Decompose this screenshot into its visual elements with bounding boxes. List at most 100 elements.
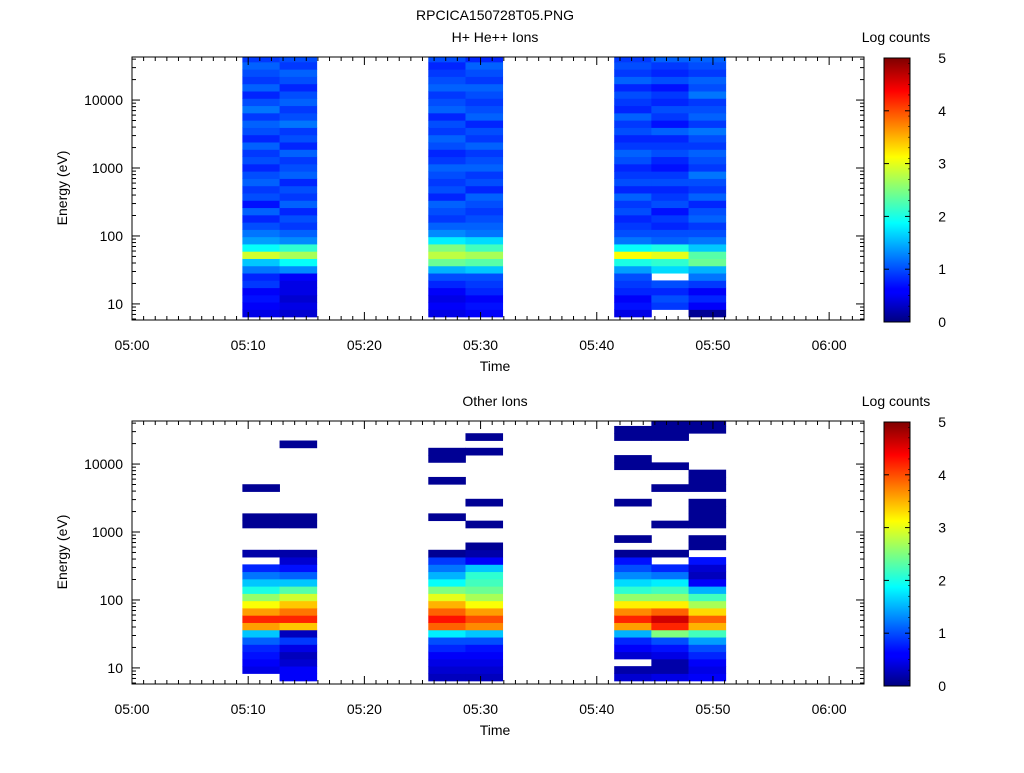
spectrogram-cell	[279, 287, 318, 296]
spectrogram-cell	[279, 593, 318, 602]
spectrogram-cell	[242, 229, 280, 238]
spectrogram-cell	[242, 193, 280, 201]
spectrogram-cell	[614, 127, 652, 136]
spectrogram-cell	[465, 309, 504, 318]
spectrogram-cell	[465, 236, 504, 245]
spectrogram-cell	[614, 178, 652, 187]
spectrogram-cell	[651, 91, 689, 99]
spectrogram-cell	[688, 156, 727, 165]
spectrogram-cell	[279, 193, 318, 201]
spectrogram-cell	[688, 193, 727, 201]
spectrogram-cell	[614, 76, 652, 85]
spectrogram-cell	[428, 69, 466, 77]
spectrogram-cell	[651, 637, 689, 645]
spectrogram-cell	[428, 127, 466, 136]
y-tick-label: 1000	[92, 524, 123, 540]
spectrogram-cell	[614, 586, 652, 594]
colorbar-label: Log counts	[862, 29, 931, 45]
panel-other-ions: Other Ions 05:00 05:10 05:20 05:30 05:40 05:5…	[54, 393, 946, 738]
spectrogram-cell	[242, 666, 280, 674]
spectrogram-cell	[614, 265, 652, 274]
spectrogram-cell	[242, 302, 280, 310]
spectrogram-cell	[242, 294, 280, 303]
spectrogram-cell	[428, 476, 466, 485]
spectrogram-cell	[465, 163, 504, 172]
spectrogram-cell	[279, 229, 318, 238]
spectrogram-cell	[614, 309, 652, 318]
spectrogram-cell	[651, 287, 689, 296]
x-axis: 05:00 05:10 05:20 05:30 05:40 05:50 06:00	[114, 421, 865, 717]
x-tick-label: 05:50	[695, 701, 730, 717]
spectrogram-cell	[651, 134, 689, 143]
spectrogram-cell	[688, 506, 727, 514]
colorbar-tick-label: 3	[938, 156, 946, 172]
spectrogram-cell	[428, 280, 466, 289]
colorbar-label: Log counts	[862, 393, 931, 409]
spectrogram-cell	[465, 200, 504, 209]
colorbar-tick-label: 3	[938, 520, 946, 536]
spectrogram-cell	[428, 622, 466, 631]
spectrogram-cell	[688, 421, 727, 427]
spectrogram-cell	[428, 637, 466, 645]
spectrogram-cell	[465, 91, 504, 99]
spectrogram-cell	[651, 629, 689, 638]
spectrogram-cell	[279, 69, 318, 77]
spectrogram-cell	[614, 637, 652, 645]
spectrogram-cell	[428, 309, 466, 318]
figure-title: RPCICA150728T05.PNG	[416, 7, 574, 23]
spectrogram-cell	[465, 76, 504, 85]
spectrogram-cell	[465, 83, 504, 92]
spectrogram-cell	[242, 134, 280, 143]
spectrogram-cell	[279, 294, 318, 303]
spectrogram-cell	[614, 251, 652, 259]
spectrogram-cell	[279, 244, 318, 252]
x-tick-label: 05:40	[579, 337, 614, 353]
spectrogram-cell	[651, 69, 689, 77]
spectrogram-cell	[465, 251, 504, 259]
spectrogram-cell	[242, 76, 280, 85]
y-tick-label: 10000	[84, 456, 123, 472]
spectrogram-cell	[651, 76, 689, 85]
spectrogram-cell	[465, 593, 504, 602]
spectrogram-cell	[428, 214, 466, 223]
spectrogram-cell	[279, 608, 318, 616]
spectrogram-cell	[614, 651, 652, 660]
panel-title: H+ He++ Ions	[452, 29, 539, 45]
spectrogram-cell	[279, 564, 318, 573]
spectrogram-cell	[651, 600, 689, 609]
spectrogram-cell	[428, 447, 466, 456]
spectrogram-cell	[279, 142, 318, 150]
spectrogram-cell	[688, 608, 727, 616]
spectrogram-cell	[465, 608, 504, 616]
spectrogram-cell	[242, 142, 280, 150]
spectrogram-cell	[279, 637, 318, 645]
y-tick-label: 100	[100, 592, 124, 608]
spectrogram-cell	[428, 120, 466, 128]
spectrogram-cell	[465, 142, 504, 150]
spectrogram-cell	[614, 593, 652, 602]
spectrogram-cell	[688, 578, 727, 587]
spectrogram-cell	[651, 666, 689, 674]
spectrogram-cell	[465, 258, 504, 267]
spectrogram-cell	[279, 178, 318, 187]
spectrogram-cell	[428, 149, 466, 158]
spectrogram-cell	[465, 61, 504, 70]
spectrogram-cell	[651, 61, 689, 70]
spectrogram-cell	[688, 520, 727, 529]
colorbar-tick-label: 2	[938, 208, 946, 224]
spectrogram-cell	[465, 105, 504, 114]
spectrogram-cell	[465, 244, 504, 252]
spectrogram-cell	[465, 287, 504, 296]
spectrogram-cell	[242, 69, 280, 77]
spectrogram-cell	[651, 185, 689, 194]
spectrogram-cell	[465, 542, 504, 551]
spectrogram-cell	[242, 644, 280, 653]
spectrogram-cell	[651, 258, 689, 267]
spectrogram-cell	[614, 98, 652, 107]
spectrogram-cell	[465, 637, 504, 645]
spectrogram-cell	[279, 265, 318, 274]
spectrogram-cell	[651, 222, 689, 230]
spectrogram-cell	[651, 265, 689, 274]
spectrogram-cell	[428, 273, 466, 281]
